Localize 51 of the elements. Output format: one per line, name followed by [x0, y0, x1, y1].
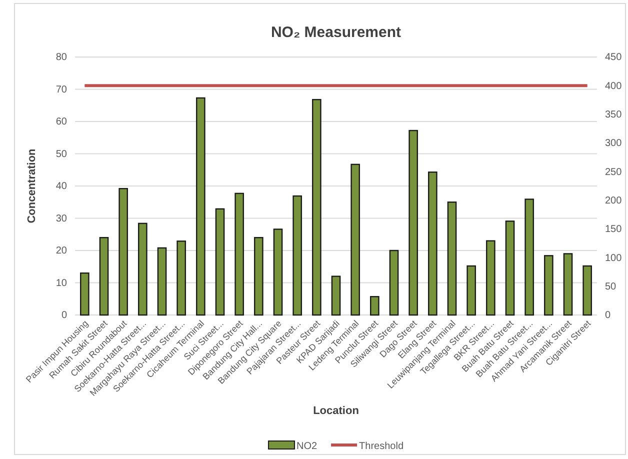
- bar: [157, 247, 167, 316]
- bar: [408, 130, 418, 316]
- y2-tick-label: 50: [605, 282, 617, 293]
- y-tick-label: 30: [56, 213, 68, 224]
- bar: [176, 240, 186, 316]
- legend-label: Threshold: [359, 441, 404, 452]
- y-tick-label: 50: [56, 148, 68, 160]
- bar: [215, 208, 225, 316]
- bar: [544, 255, 554, 316]
- bar: [312, 98, 322, 316]
- bar: [234, 192, 244, 316]
- y2-tick-label: 0: [605, 310, 611, 322]
- bar: [563, 253, 573, 316]
- y2-tick-label: 300: [605, 138, 622, 150]
- bar: [273, 228, 283, 316]
- bar: [99, 237, 109, 316]
- y2-tick-label: 150: [605, 224, 622, 236]
- bar: [331, 276, 341, 316]
- bar: [582, 265, 592, 316]
- bar: [118, 188, 128, 316]
- bar: [466, 265, 476, 316]
- y2-tick-label: 450: [605, 52, 622, 64]
- bar: [505, 220, 515, 316]
- y-tick-label: 70: [56, 84, 68, 96]
- bar: [292, 195, 302, 316]
- y2-tick-label: 250: [605, 166, 622, 178]
- bar: [196, 97, 206, 316]
- y-axis-title: Concentration: [26, 148, 38, 224]
- bar: [80, 272, 90, 316]
- y2-tick-label: 200: [605, 196, 622, 207]
- y-tick-label: 10: [56, 278, 68, 289]
- bar: [138, 222, 148, 316]
- x-axis-title: Location: [313, 405, 360, 417]
- legend-label: NO2: [296, 441, 318, 452]
- bar: [428, 172, 438, 316]
- y2-tick-label: 100: [605, 252, 622, 264]
- y-tick-label: 80: [56, 52, 68, 64]
- bar: [350, 164, 360, 316]
- y-tick-label: 0: [61, 310, 68, 322]
- bar: [389, 250, 399, 316]
- bar: [254, 237, 264, 316]
- y2-tick-label: 350: [605, 110, 622, 121]
- y-tick-label: 60: [56, 116, 68, 128]
- y-tick-label: 40: [56, 181, 68, 192]
- bar: [486, 240, 496, 316]
- y-tick-label: 20: [56, 246, 68, 257]
- y2-tick-label: 400: [605, 80, 622, 92]
- bar: [447, 202, 457, 316]
- chart-title: NO₂ Measurement: [270, 24, 402, 41]
- bar: [524, 198, 534, 316]
- bar: [370, 296, 380, 316]
